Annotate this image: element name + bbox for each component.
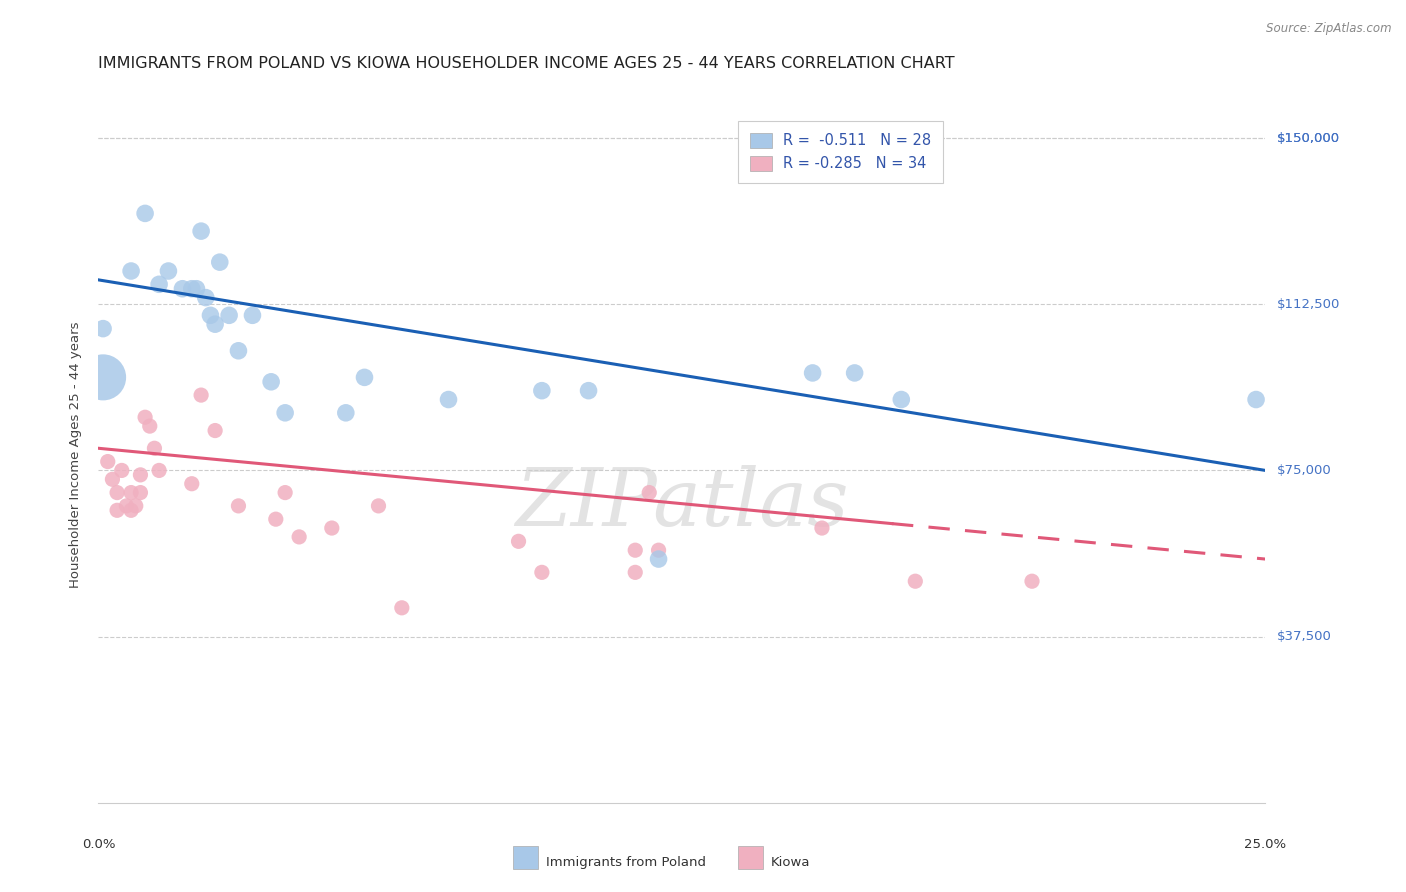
Point <box>890 392 912 407</box>
Legend: R =  -0.511   N = 28, R = -0.285   N = 34: R = -0.511 N = 28, R = -0.285 N = 34 <box>738 121 943 183</box>
Point <box>437 392 460 407</box>
Point <box>228 343 250 358</box>
Point <box>134 410 156 425</box>
Point <box>125 499 148 513</box>
Point <box>578 384 600 398</box>
Point <box>120 503 142 517</box>
Point <box>115 499 138 513</box>
Text: Kiowa: Kiowa <box>770 856 810 869</box>
Text: $150,000: $150,000 <box>1277 131 1340 145</box>
Point <box>391 600 413 615</box>
Point <box>91 370 114 384</box>
Text: $37,500: $37,500 <box>1277 630 1331 643</box>
Point <box>105 485 128 500</box>
Point <box>186 282 208 296</box>
Text: Source: ZipAtlas.com: Source: ZipAtlas.com <box>1267 22 1392 36</box>
Point <box>129 485 152 500</box>
Point <box>638 485 661 500</box>
Point <box>288 530 311 544</box>
Point <box>157 264 180 278</box>
Text: 0.0%: 0.0% <box>82 838 115 851</box>
Point <box>353 370 375 384</box>
Point <box>208 255 231 269</box>
Point <box>530 384 553 398</box>
Point <box>228 499 250 513</box>
Point <box>200 309 222 323</box>
Text: 25.0%: 25.0% <box>1244 838 1286 851</box>
Point <box>148 277 170 292</box>
Point <box>148 463 170 477</box>
Point <box>811 521 834 535</box>
Point <box>1021 574 1043 589</box>
Point <box>101 472 124 486</box>
Point <box>530 566 553 580</box>
Point <box>143 442 166 456</box>
Point <box>335 406 357 420</box>
Point <box>105 503 128 517</box>
Point <box>134 206 156 220</box>
Point <box>647 552 669 566</box>
Point <box>129 467 152 482</box>
Text: Immigrants from Poland: Immigrants from Poland <box>546 856 706 869</box>
Point <box>508 534 530 549</box>
Point <box>172 282 194 296</box>
Point <box>120 264 142 278</box>
Text: ZIPatlas: ZIPatlas <box>515 465 849 542</box>
Point <box>624 543 647 558</box>
Text: IMMIGRANTS FROM POLAND VS KIOWA HOUSEHOLDER INCOME AGES 25 - 44 YEARS CORRELATIO: IMMIGRANTS FROM POLAND VS KIOWA HOUSEHOL… <box>98 56 955 71</box>
Point <box>367 499 389 513</box>
Point <box>264 512 287 526</box>
Point <box>120 485 142 500</box>
Point <box>97 454 120 468</box>
Point <box>218 309 240 323</box>
Point <box>242 309 264 323</box>
Point <box>139 419 162 434</box>
Point <box>204 317 226 331</box>
Point <box>190 388 212 402</box>
Point <box>190 224 212 238</box>
Point <box>844 366 866 380</box>
Point <box>624 566 647 580</box>
Point <box>204 424 226 438</box>
Text: $75,000: $75,000 <box>1277 464 1331 477</box>
Point <box>647 543 669 558</box>
Point <box>801 366 824 380</box>
Point <box>180 476 202 491</box>
Point <box>904 574 927 589</box>
Point <box>1244 392 1267 407</box>
Point <box>321 521 343 535</box>
Point <box>111 463 134 477</box>
Point <box>274 406 297 420</box>
Point <box>180 282 202 296</box>
Y-axis label: Householder Income Ages 25 - 44 years: Householder Income Ages 25 - 44 years <box>69 322 83 588</box>
Point <box>91 321 114 335</box>
Text: $112,500: $112,500 <box>1277 298 1340 310</box>
Point <box>260 375 283 389</box>
Text: $150,000: $150,000 <box>1277 131 1340 145</box>
Point <box>274 485 297 500</box>
Point <box>194 291 217 305</box>
